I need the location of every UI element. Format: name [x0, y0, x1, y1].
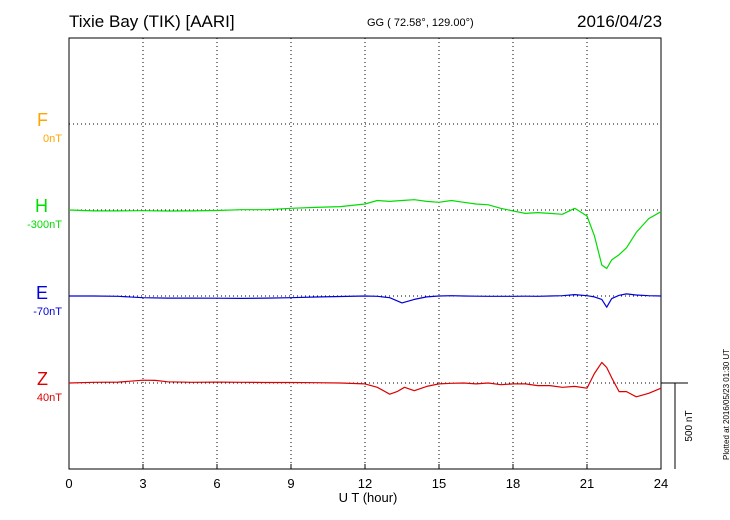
x-tick-label: 0: [65, 476, 72, 491]
component-label-e: E: [35, 283, 48, 303]
grid: [69, 38, 661, 469]
x-tick-label: 12: [358, 476, 372, 491]
x-tick-label: 21: [580, 476, 594, 491]
x-axis: 0 3 6 9 12 15 18 21 24: [65, 464, 668, 491]
scale-bar-label: 500 nT: [684, 410, 695, 441]
series-group: [68, 199, 662, 398]
baseline-label-f: 0nT: [43, 133, 62, 145]
baseline-label-e: -70nT: [33, 306, 62, 318]
x-tick-label: 3: [139, 476, 146, 491]
component-label-f: F: [37, 110, 48, 130]
baseline-label-z: 40nT: [36, 392, 62, 404]
x-tick-label: 15: [432, 476, 446, 491]
x-tick-label: 9: [287, 476, 294, 491]
component-label-z: Z: [37, 369, 48, 389]
x-axis-label: U T (hour): [339, 490, 398, 505]
station-title: Tixie Bay (TIK) [AARI]: [69, 12, 235, 31]
date-label: 2016/04/23: [577, 12, 663, 31]
x-tick-label: 24: [654, 476, 668, 491]
baseline-label-h: -300nT: [27, 219, 62, 231]
series-line-z: [68, 361, 662, 398]
coordinates-label: GG ( 72.58°, 129.00°): [367, 17, 474, 29]
scale-bar: 500 nT: [661, 382, 695, 469]
series-line-h: [68, 199, 662, 270]
series-line-e: [69, 293, 662, 308]
x-tick-label: 18: [506, 476, 520, 491]
component-label-h: H: [35, 196, 48, 216]
x-tick-label: 6: [213, 476, 220, 491]
